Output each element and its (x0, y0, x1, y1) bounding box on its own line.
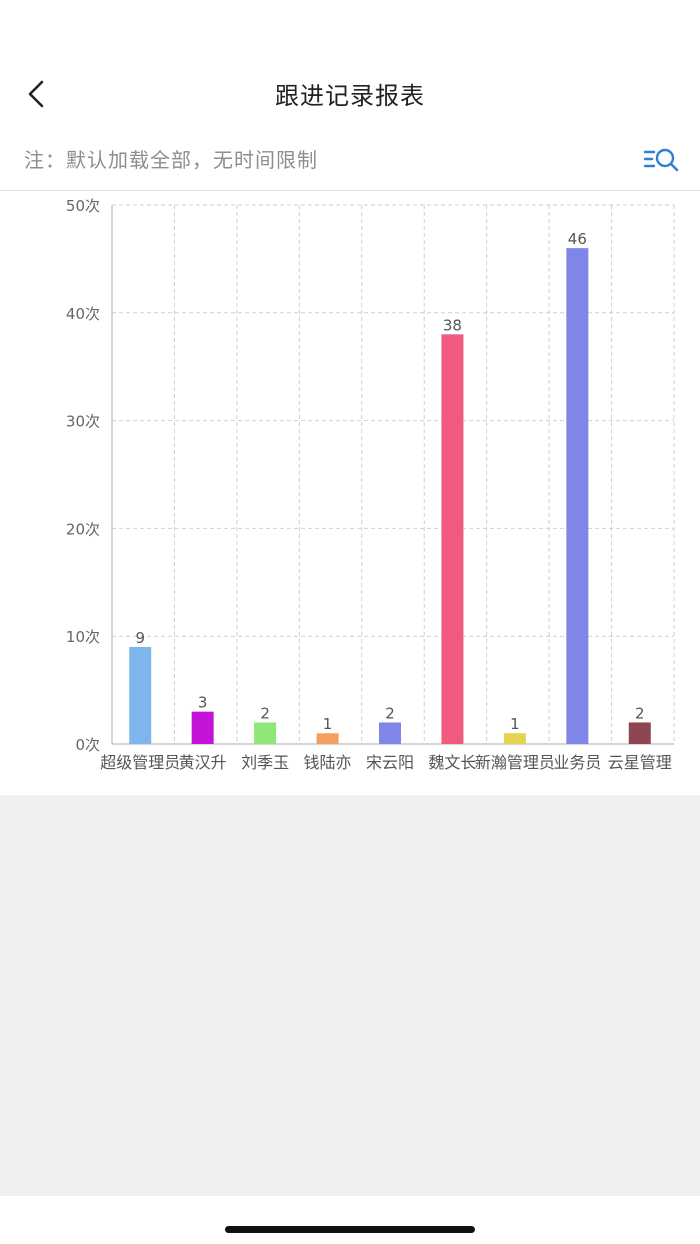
y-tick-label: 50次 (66, 197, 100, 215)
bar (628, 722, 651, 744)
filter-button[interactable] (642, 144, 680, 174)
y-tick-label: 0次 (75, 736, 100, 754)
y-tick-label: 20次 (66, 520, 100, 538)
empty-area (0, 795, 700, 1196)
bar (254, 722, 277, 744)
bar (441, 334, 464, 744)
bar-value-label: 2 (385, 704, 395, 722)
x-tick-label: 新瀚管理员 (475, 753, 555, 772)
divider (0, 190, 700, 191)
back-button[interactable] (18, 74, 58, 114)
x-tick-label: 超级管理员 (100, 753, 180, 772)
home-indicator (225, 1226, 475, 1233)
x-tick-label: 云星管理 (608, 753, 672, 772)
chart-canvas: 0次 10次 20次 30次 40次 50次 9 超级管理员 3 黄汉升 2 刘季玉 1 钱陆亦 2 宋云阳 3… (66, 197, 675, 772)
x-tick-label: 刘季玉 (241, 753, 289, 772)
y-tick-label: 30次 (66, 413, 100, 431)
bar (566, 248, 589, 744)
x-tick-label: 魏文长 (428, 753, 476, 772)
bar-chart: 0次 10次 20次 30次 40次 50次 9 超级管理员 3 黄汉升 2 刘季玉 1 钱陆亦 2 宋云阳 3… (0, 191, 700, 795)
y-tick-label: 10次 (66, 628, 100, 646)
x-tick-label: 黄汉升 (179, 753, 227, 772)
bar-value-label: 9 (135, 629, 145, 647)
bar-value-label: 38 (443, 316, 462, 334)
bar (379, 722, 401, 744)
x-tick-label: 宋云阳 (366, 753, 414, 772)
notice-text: 注：默认加载全部，无时间限制 (24, 148, 318, 172)
notice-bar: 注：默认加载全部，无时间限制 (0, 130, 700, 190)
bar-value-label: 3 (198, 694, 208, 712)
x-tick-label: 钱陆亦 (304, 753, 352, 772)
bar-value-label: 1 (510, 715, 520, 733)
bar (191, 711, 214, 744)
search-list-icon (643, 148, 679, 172)
bar (503, 733, 526, 744)
x-tick-label: 业务员 (553, 753, 601, 772)
chevron-left-icon (28, 80, 44, 108)
nav-bar: 跟进记录报表 (0, 0, 700, 130)
bar (316, 733, 339, 744)
bar-value-label: 1 (323, 715, 333, 733)
bar-value-label: 2 (635, 704, 645, 722)
bar (129, 646, 152, 744)
bar-value-label: 46 (568, 230, 587, 248)
page-title: 跟进记录报表 (275, 82, 425, 110)
bar-value-label: 2 (260, 704, 270, 722)
y-tick-label: 40次 (66, 305, 100, 323)
